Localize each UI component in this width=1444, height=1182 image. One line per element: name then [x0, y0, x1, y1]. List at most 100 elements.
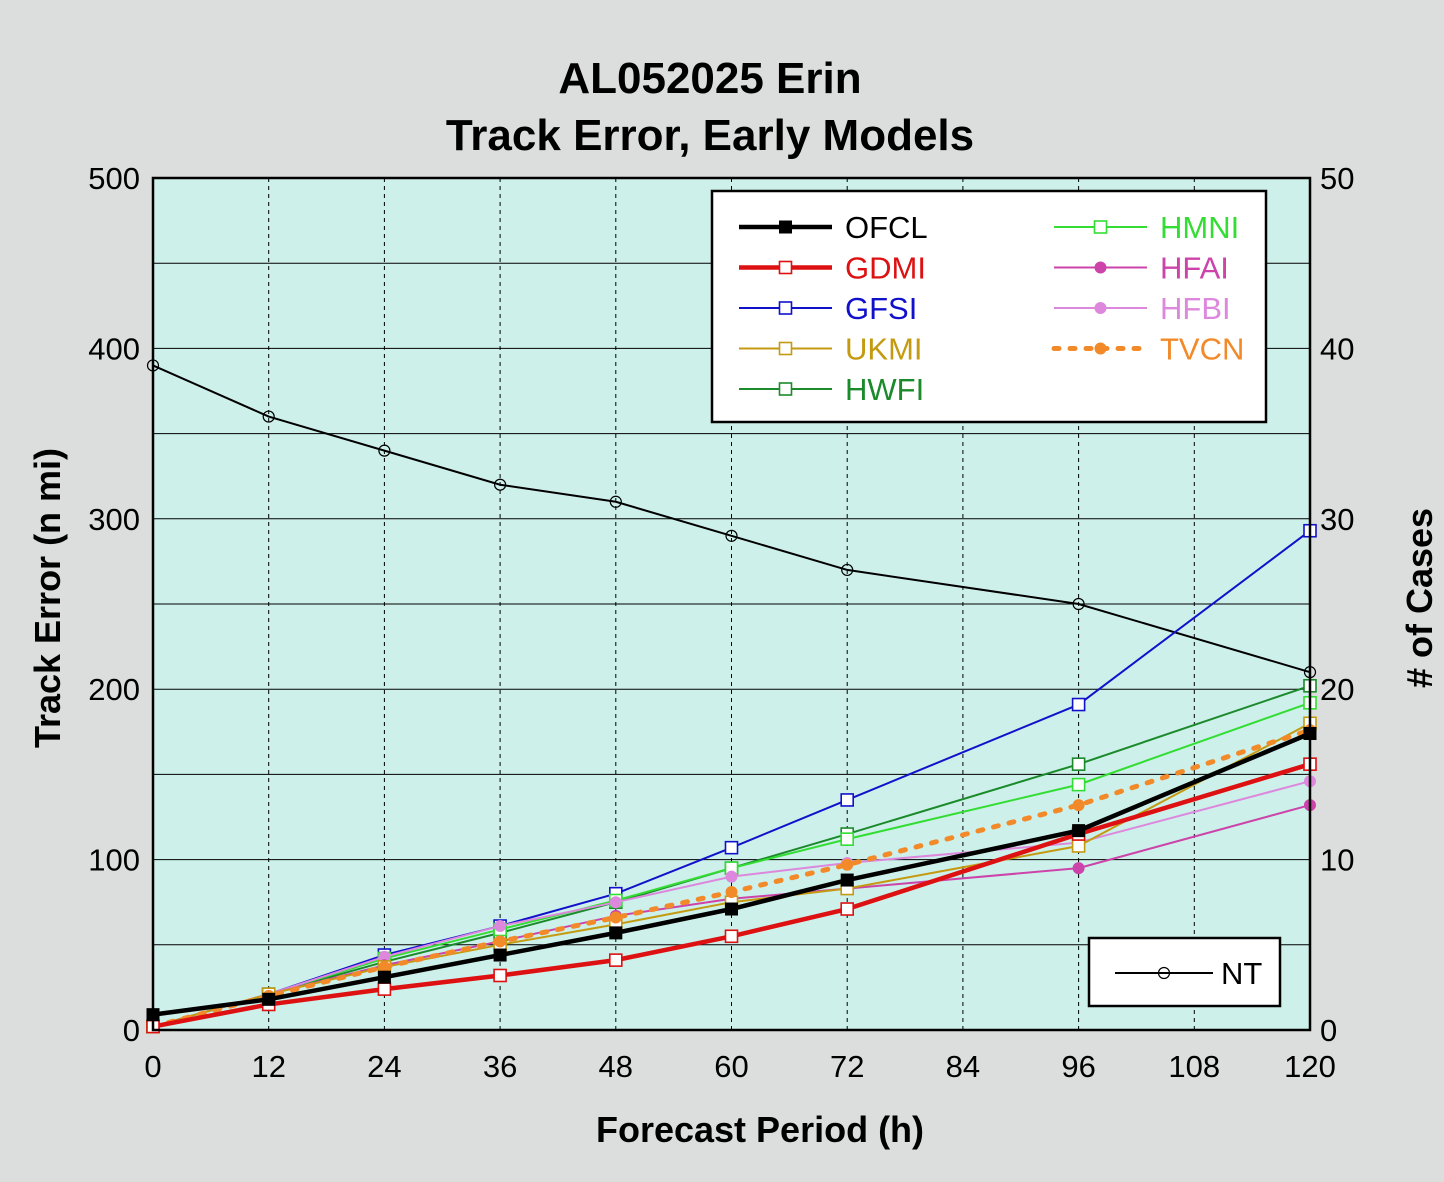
legend-item-ofcl: OFCL	[739, 210, 928, 245]
data-point-tvcn	[841, 858, 854, 871]
chart-title-line2: Track Error, Early Models	[446, 111, 974, 160]
y2-tick-label: 10	[1320, 843, 1354, 878]
y-tick-label: 500	[88, 161, 140, 196]
data-point-gfsi	[724, 840, 739, 855]
legend-label-ofcl: OFCL	[845, 210, 928, 245]
plot-frame	[151, 176, 1312, 1032]
legend-label-hfbi: HFBI	[1160, 291, 1231, 326]
data-point-nt	[494, 478, 507, 491]
x-tick-label: 12	[251, 1049, 285, 1084]
x-tick-label: 72	[830, 1049, 864, 1084]
data-point-hmni	[840, 832, 855, 846]
data-point-ofcl	[1072, 824, 1086, 838]
data-point-hfbi	[725, 870, 738, 883]
x-axis-label: Forecast Period (h)	[596, 1109, 924, 1150]
data-point-ukmi	[1071, 839, 1086, 853]
cases-legend: NT	[1087, 936, 1282, 1008]
data-point-tvcn	[725, 885, 738, 898]
legend-marker-nt	[1157, 966, 1171, 980]
y2-tick-labels: 0 10 20 30 40 50	[1320, 161, 1354, 1048]
y2-tick-label: 20	[1320, 672, 1354, 707]
data-point-hfbi	[609, 896, 622, 909]
legend: OFCL GDMI GFSI UKMI HWFI HMNI HFAI HFBI TVCN	[710, 189, 1268, 424]
data-point-gdmi	[377, 982, 392, 996]
data-point-nt	[1072, 597, 1085, 611]
legend-marker-hfbi	[1094, 302, 1107, 314]
data-point-nt	[378, 444, 391, 457]
series-layer	[146, 359, 1317, 1034]
data-point-gfsi	[840, 793, 855, 807]
y2-tick-label: 30	[1320, 502, 1354, 537]
legend-marker-hfai	[1094, 261, 1107, 274]
data-point-tvcn	[609, 911, 622, 924]
y2-tick-label: 0	[1320, 1013, 1337, 1048]
series-nt	[146, 359, 1317, 679]
data-point-gfsi	[1071, 697, 1086, 712]
y-tick-labels: 0 100 200 300 400 500	[88, 161, 140, 1048]
y-tick-label: 200	[88, 672, 140, 707]
legend-item-tvcn: TVCN	[1051, 332, 1244, 367]
x-tick-label: 0	[144, 1049, 161, 1084]
x-tick-label: 120	[1284, 1049, 1336, 1084]
data-point-nt	[609, 495, 622, 508]
legend-label-nt: NT	[1221, 956, 1262, 991]
series-ofcl	[146, 727, 1317, 1022]
y-tick-label: 400	[88, 331, 140, 366]
legend-marker-gdmi	[778, 260, 793, 275]
y2-tick-label: 40	[1320, 331, 1354, 366]
series-line-nt	[152, 364, 1311, 674]
data-point-gdmi	[493, 968, 507, 983]
legend-item-ukmi: UKMI	[739, 332, 923, 367]
legend-label-gdmi: GDMI	[845, 251, 926, 286]
legend-marker-ofcl	[779, 220, 792, 234]
chart-title-line1: AL052025 Erin	[558, 54, 861, 103]
data-point-nt	[841, 563, 854, 577]
legend-item-nt: NT	[1115, 956, 1262, 991]
x-tick-label: 36	[483, 1049, 517, 1084]
legend-marker-ukmi	[778, 341, 793, 356]
data-point-hmni	[1071, 777, 1086, 792]
y-tick-label: 0	[123, 1013, 140, 1048]
legend-item-hmni: HMNI	[1054, 210, 1239, 245]
data-point-ofcl	[725, 902, 738, 916]
legend-marker-tvcn	[1094, 342, 1107, 355]
y2-axis-label: # of Cases	[1399, 508, 1440, 688]
legend-box	[710, 189, 1268, 424]
data-point-nt	[262, 410, 275, 423]
data-point-ofcl	[609, 926, 623, 940]
y-tick-label: 300	[88, 502, 140, 537]
data-point-gdmi	[840, 902, 855, 916]
data-point-gdmi	[608, 953, 623, 967]
legend-label-ukmi: UKMI	[845, 332, 923, 367]
legend-label-hmni: HMNI	[1160, 210, 1239, 245]
legend-item-hfbi: HFBI	[1054, 291, 1231, 326]
data-point-hfbi	[494, 920, 507, 933]
legend-label-hwfi: HWFI	[845, 372, 924, 407]
data-point-hfai	[1072, 862, 1085, 875]
y-axis-label: Track Error (n mi)	[27, 448, 68, 748]
data-point-ofcl	[493, 948, 507, 962]
data-point-tvcn	[1072, 799, 1085, 812]
legend-marker-hwfi	[778, 382, 793, 396]
legend-marker-gfsi	[778, 301, 793, 315]
series-line-tvcn	[150, 727, 1313, 1030]
y2-tick-label: 50	[1320, 161, 1354, 196]
data-point-ofcl	[377, 970, 391, 984]
x-tick-label: 60	[714, 1049, 748, 1084]
data-point-tvcn	[494, 935, 507, 948]
legend-label-hfai: HFAI	[1160, 251, 1229, 286]
y-tick-label: 100	[88, 843, 140, 878]
legend-item-gfsi: GFSI	[739, 291, 917, 326]
data-point-ofcl	[262, 992, 276, 1006]
data-point-ofcl	[840, 873, 854, 887]
legend-item-hfai: HFAI	[1054, 251, 1229, 286]
legend-label-gfsi: GFSI	[845, 291, 917, 326]
legend-marker-hmni	[1093, 220, 1108, 234]
legend-item-gdmi: GDMI	[739, 251, 926, 286]
x-tick-label: 24	[367, 1049, 401, 1084]
legend-item-hwfi: HWFI	[739, 372, 924, 407]
data-point-gdmi	[724, 929, 739, 944]
x-tick-label: 48	[599, 1049, 633, 1084]
x-tick-label: 84	[946, 1049, 980, 1084]
